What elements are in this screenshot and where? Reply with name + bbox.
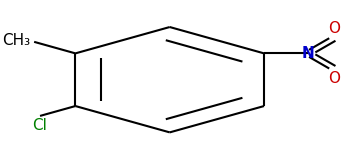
Text: O: O [329,71,340,86]
Text: N: N [302,46,315,61]
Text: O: O [329,21,340,36]
Text: CH₃: CH₃ [3,33,31,48]
Text: Cl: Cl [32,118,47,133]
